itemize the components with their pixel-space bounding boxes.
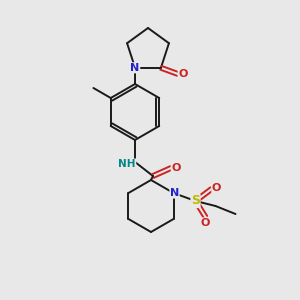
Text: N: N (130, 63, 140, 73)
Text: S: S (191, 194, 200, 208)
Text: O: O (212, 183, 221, 193)
Text: NH: NH (118, 159, 136, 169)
Text: O: O (178, 69, 188, 79)
Text: O: O (171, 163, 181, 173)
Text: O: O (201, 218, 210, 228)
Text: N: N (170, 188, 179, 198)
